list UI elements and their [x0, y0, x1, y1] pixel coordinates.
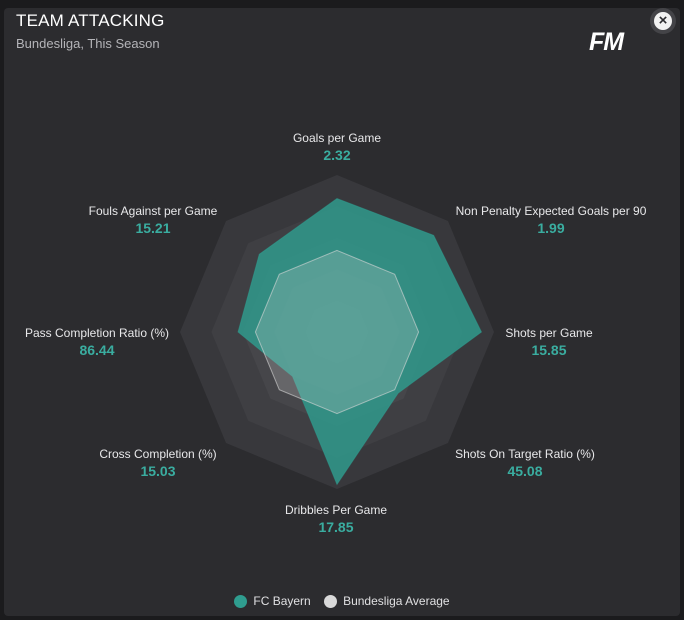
legend-item-team: FC Bayern [234, 594, 311, 608]
axis-label: Cross Completion (%) [99, 447, 217, 461]
axis-value: 45.08 [507, 463, 543, 479]
axis-value: 15.85 [531, 342, 567, 358]
page-subtitle: Bundesliga, This Season [16, 36, 160, 51]
axis-label: Non Penalty Expected Goals per 90 [455, 204, 647, 218]
radar-axis-2: Shots per Game 15.85 [439, 325, 659, 359]
legend-swatch-team [234, 594, 248, 608]
radar-axis-3: Shots On Target Ratio (%) 45.08 [415, 446, 635, 480]
chart-legend: FC Bayern Bundesliga Average [0, 594, 684, 611]
fm-logo: FM [589, 28, 624, 56]
page-title: TEAM ATTACKING [16, 11, 165, 30]
radar-axis-0: Goals per Game 2.32 [227, 130, 447, 164]
radar-axis-7: Fouls Against per Game 15.21 [43, 203, 263, 237]
axis-value: 15.21 [135, 220, 171, 236]
series-bundesliga-average [254, 249, 420, 415]
axis-label: Shots On Target Ratio (%) [455, 447, 595, 461]
radar-axis-6: Pass Completion Ratio (%) 86.44 [0, 325, 207, 359]
axis-label: Pass Completion Ratio (%) [24, 326, 170, 340]
close-button[interactable]: × [650, 8, 676, 34]
axis-value: 15.03 [140, 463, 176, 479]
axis-value: 86.44 [79, 342, 115, 358]
axis-value: 17.85 [318, 519, 354, 535]
radar-axis-4: Dribbles Per Game 17.85 [226, 502, 446, 536]
axis-label: Fouls Against per Game [88, 204, 218, 218]
axis-value: 1.99 [537, 220, 565, 236]
axis-label: Goals per Game [292, 131, 382, 145]
legend-label-average: Bundesliga Average [343, 594, 450, 608]
radar-axis-1: Non Penalty Expected Goals per 90 1.99 [441, 203, 661, 237]
legend-swatch-average [324, 594, 338, 608]
legend-label-team: FC Bayern [253, 594, 311, 608]
close-icon: × [658, 12, 668, 29]
axis-label: Shots per Game [505, 326, 593, 340]
axis-value: 2.32 [323, 147, 351, 163]
series-fc-bayern [237, 198, 483, 486]
legend-item-average: Bundesliga Average [324, 594, 450, 608]
radar-axis-5: Cross Completion (%) 15.03 [48, 446, 268, 480]
axis-label: Dribbles Per Game [284, 503, 388, 517]
